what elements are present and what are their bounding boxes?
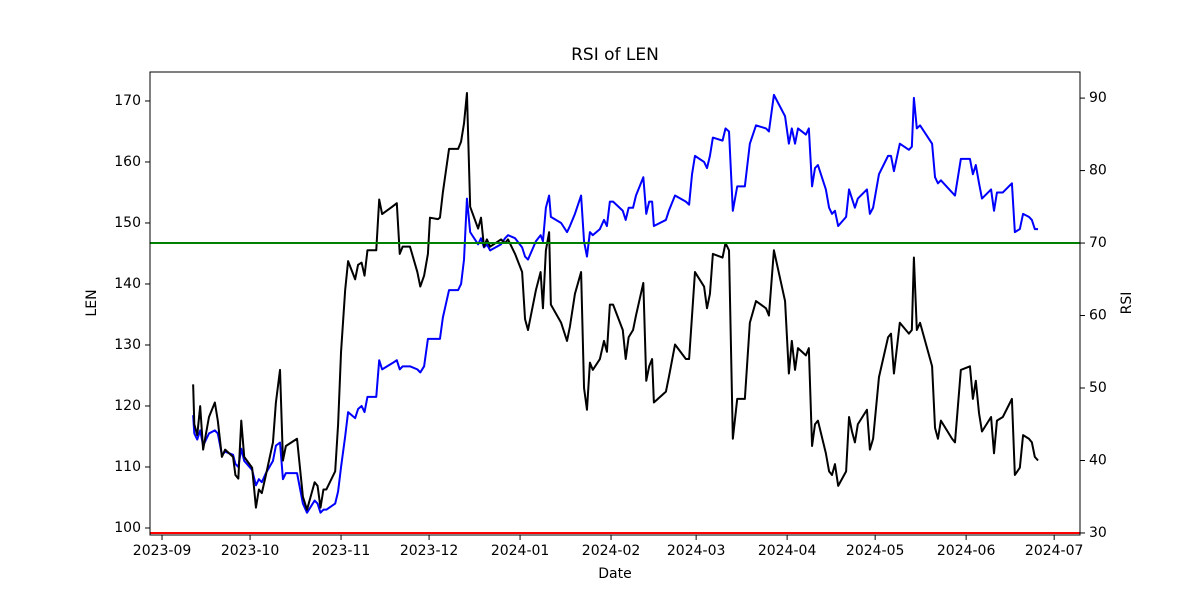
y-tick-label: 120 <box>114 398 141 414</box>
y2-tick-label: 60 <box>1089 308 1107 324</box>
series-line <box>192 92 1039 511</box>
x-tick-label: 2024-05 <box>846 543 905 559</box>
x-tick-label: 2024-04 <box>758 543 817 559</box>
y2-tick-label: 30 <box>1089 525 1107 541</box>
y-tick-label: 100 <box>114 520 141 536</box>
y2-tick-label: 50 <box>1089 380 1107 396</box>
x-tick-label: 2023-12 <box>400 543 459 559</box>
y-tick-label: 170 <box>114 93 141 109</box>
y2-tick-label: 40 <box>1089 452 1107 468</box>
y2-tick-label: 90 <box>1089 90 1107 106</box>
x-tick-label: 2023-09 <box>133 543 192 559</box>
y-tick-label: 130 <box>114 337 141 353</box>
plot-frame <box>149 71 1081 536</box>
x-tick-label: 2023-11 <box>312 543 371 559</box>
chart-title: RSI of LEN <box>571 45 659 65</box>
x-tick-label: 2024-07 <box>1025 543 1084 559</box>
series-line <box>192 93 1039 514</box>
y-tick-label: 110 <box>114 459 141 475</box>
y-tick-label: 140 <box>114 276 141 292</box>
x-tick-label: 2024-01 <box>491 543 550 559</box>
x-tick-label: 2024-02 <box>582 543 641 559</box>
y-axis-label: LEN <box>84 289 100 316</box>
x-axis-label: Date <box>598 566 631 582</box>
y2-axis-label: RSI <box>1119 292 1135 315</box>
y-tick-label: 160 <box>114 154 141 170</box>
y-tick-label: 150 <box>114 215 141 231</box>
x-tick-label: 2024-06 <box>937 543 996 559</box>
y2-tick-label: 80 <box>1089 163 1107 179</box>
x-tick-label: 2024-03 <box>667 543 726 559</box>
x-tick-label: 2023-10 <box>221 543 280 559</box>
y2-tick-label: 70 <box>1089 235 1107 251</box>
